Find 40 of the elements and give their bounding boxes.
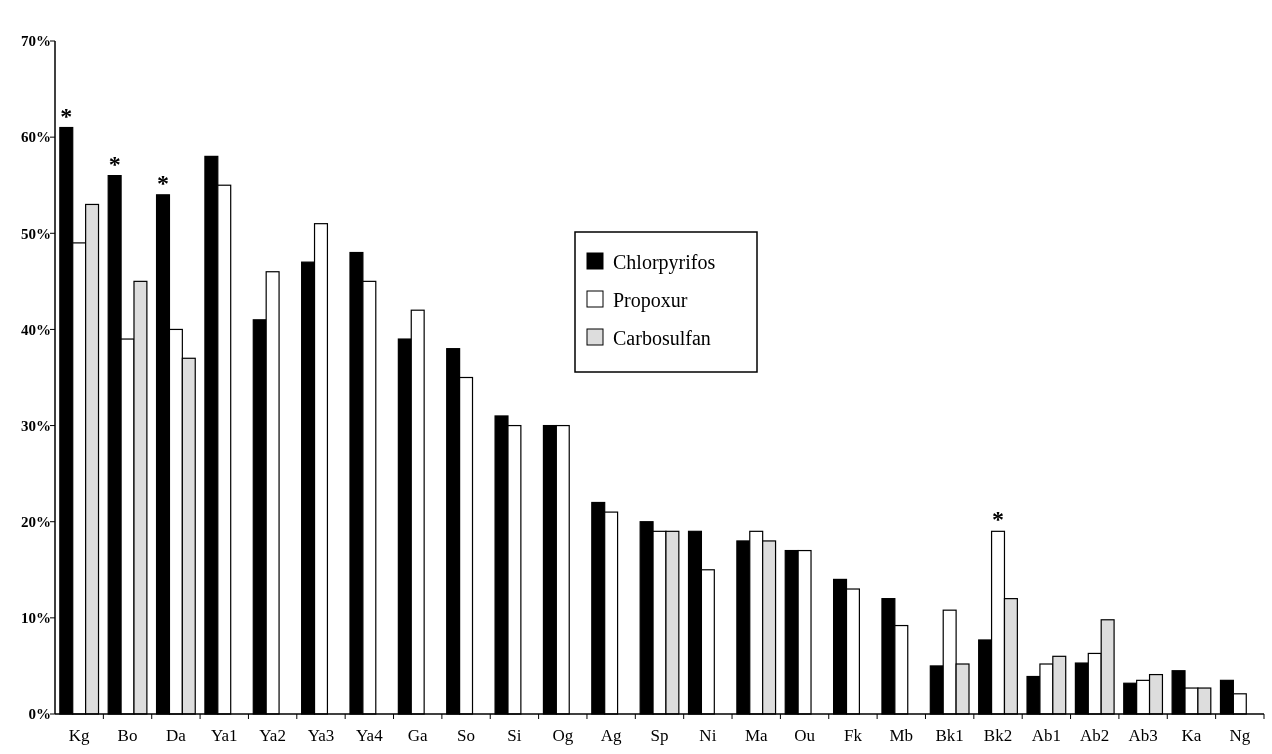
x-tick-label: Ab3 [1128, 726, 1158, 745]
x-tick-label: Si [507, 726, 522, 745]
x-tick-label: Ga [407, 726, 429, 745]
x-tick-label: Ab1 [1031, 726, 1062, 745]
y-tick-label: 0% [28, 706, 51, 723]
x-tick-label: Ya2 [259, 726, 286, 745]
x-tick-label: Ma [744, 726, 768, 745]
y-tick-label: 40% [21, 321, 51, 338]
legend-label: Chlorpyrifos [613, 251, 716, 274]
x-tick-label: Ag [600, 726, 623, 745]
x-tick-label: So [457, 726, 476, 745]
y-tick-label: 50% [21, 225, 51, 242]
x-tick-label: Ng [1229, 726, 1251, 745]
x-tick-label: Sp [650, 726, 669, 745]
y-tick-label: 70% [21, 33, 51, 50]
legend-label: Carbosulfan [613, 327, 711, 349]
x-tick-label: Ou [794, 726, 816, 745]
x-tick-label: Ya1 [210, 726, 238, 745]
x-tick-label: Ni [699, 726, 717, 745]
x-tick-label: Bo [117, 726, 138, 745]
x-tick-label: Og [552, 726, 574, 745]
y-tick-label: 60% [21, 129, 51, 146]
x-tick-label: Ya4 [356, 726, 384, 745]
x-tick-label: Ka [1181, 726, 1202, 745]
y-tick-label: 30% [21, 417, 51, 434]
x-tick-label: Kg [68, 726, 91, 745]
x-tick-label: Da [165, 726, 187, 745]
y-tick-label: 10% [21, 610, 51, 627]
x-tick-label: Ab2 [1080, 726, 1110, 745]
annotation: * [60, 102, 73, 129]
x-tick-label: Bk1 [935, 726, 964, 745]
annotation: * [157, 169, 169, 196]
annotation: * [992, 506, 1005, 533]
x-tick-label: Ya3 [307, 726, 335, 745]
annotation: * [108, 150, 121, 177]
x-tick-label: Mb [889, 726, 914, 745]
y-tick-label: 20% [21, 513, 51, 530]
x-tick-label: Fk [843, 726, 863, 745]
legend-label: Propoxur [613, 289, 688, 312]
x-tick-label: Bk2 [983, 726, 1013, 745]
